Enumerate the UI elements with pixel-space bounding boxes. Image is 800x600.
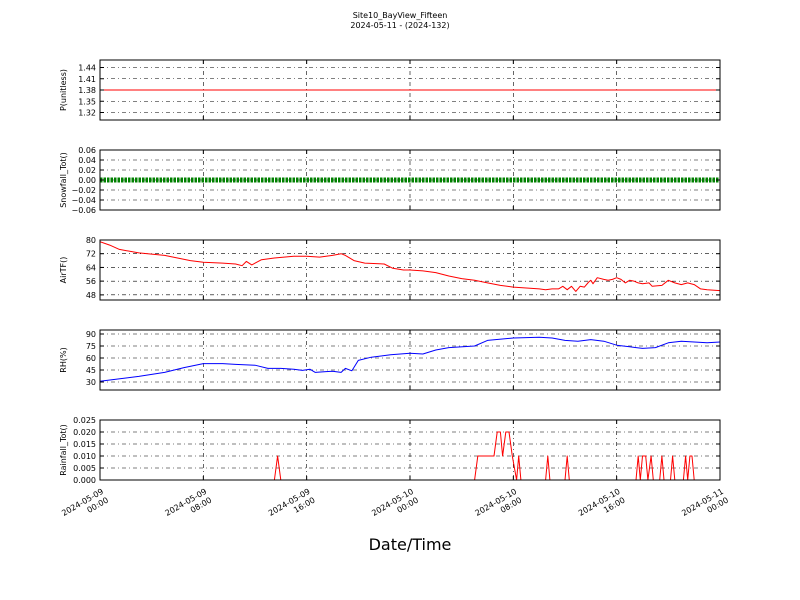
panel-2: −0.06−0.04−0.020.000.020.040.06 Snowfall_… — [59, 146, 721, 215]
y-tick-label: −0.06 — [71, 206, 96, 215]
y-axis-label: P(unitless) — [59, 69, 68, 111]
y-tick-label: 30 — [86, 378, 96, 387]
panel-4: 30 45 60 75 90 RH(%) — [59, 329, 721, 391]
y-tick-label: 64 — [86, 263, 96, 272]
y-tick-label: 1.35 — [78, 97, 96, 106]
x-tick-label: 2024-05-0908:00 — [164, 487, 214, 527]
x-tick-label: 2024-05-0916:00 — [267, 487, 317, 527]
x-tick-label: 2024-05-1100:00 — [680, 487, 730, 527]
y-tick-label: 90 — [86, 330, 96, 339]
y-tick-label: 0.025 — [73, 416, 96, 425]
y-axis-label: Snowfall_Tot() — [59, 152, 68, 208]
panel-3: 48 56 64 72 80 AirTF() — [59, 236, 721, 301]
y-tick-label: 56 — [86, 277, 96, 286]
y-tick-label: 0.020 — [73, 428, 96, 437]
y-tick-label: 60 — [86, 354, 96, 363]
panel-5: 0.000 0.005 0.010 0.015 0.020 0.025 Rainfall_T… — [59, 416, 730, 527]
y-tick-label: 0.015 — [73, 440, 96, 449]
series-line — [100, 241, 720, 292]
y-tick-label: 0.000 — [73, 476, 96, 485]
panel-1: 1.32 1.35 1.38 1.41 1.44 P(unitless) — [59, 59, 721, 121]
y-axis-label: Rainfall_Tot() — [59, 424, 68, 476]
y-tick-label: −0.02 — [71, 186, 96, 195]
y-tick-label: 0.00 — [78, 176, 96, 185]
y-tick-label: 0.005 — [73, 464, 96, 473]
y-tick-label: 1.38 — [78, 86, 96, 95]
y-tick-label: 0.06 — [78, 146, 96, 155]
x-tick-label: 2024-05-1008:00 — [474, 487, 524, 527]
series-line — [100, 431, 720, 480]
y-axis-label: RH(%) — [59, 347, 68, 372]
y-tick-label: 1.44 — [78, 64, 96, 73]
y-tick-label: 0.04 — [78, 156, 96, 165]
y-tick-label: 45 — [86, 366, 96, 375]
y-tick-label: 0.010 — [73, 452, 96, 461]
y-tick-label: 48 — [86, 291, 96, 300]
x-tick-label: 2024-05-1016:00 — [577, 487, 627, 527]
x-tick-label: 2024-05-0900:00 — [60, 487, 110, 527]
y-tick-label: 1.41 — [78, 75, 96, 84]
y-tick-label: 0.02 — [78, 166, 96, 175]
chart-title: Site10_BayView_Fifteen — [352, 11, 448, 20]
y-axis-label: AirTF() — [59, 257, 68, 284]
chart-subtitle: 2024-05-11 - (2024-132) — [350, 21, 450, 30]
y-tick-label: 72 — [86, 250, 96, 259]
y-tick-label: −0.04 — [71, 196, 96, 205]
y-tick-label: 1.32 — [78, 109, 96, 118]
x-axis-label: Date/Time — [368, 535, 452, 554]
y-tick-label: 80 — [86, 236, 96, 245]
series-line — [100, 336, 720, 382]
x-tick-label: 2024-05-1000:00 — [370, 487, 420, 527]
y-tick-label: 75 — [86, 342, 96, 351]
